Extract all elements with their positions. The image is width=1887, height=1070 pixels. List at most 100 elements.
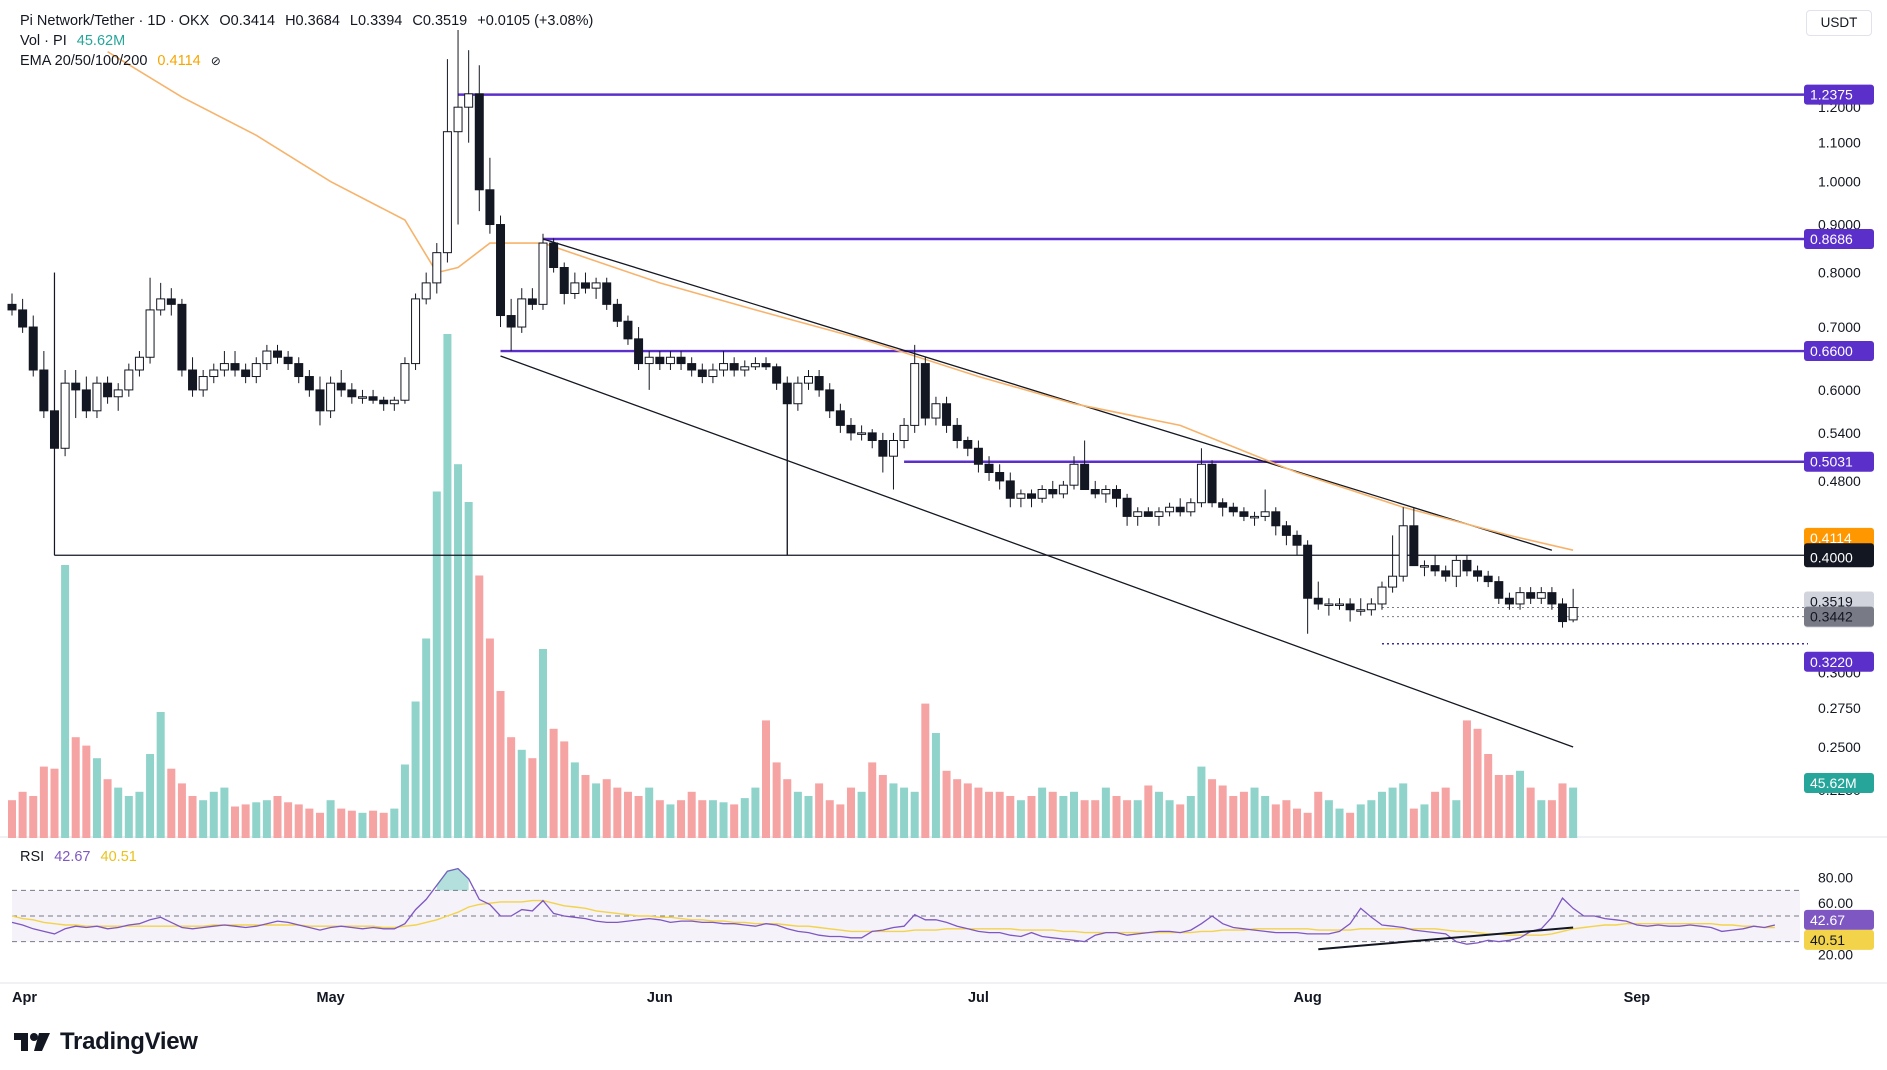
volume-bar [475,575,484,838]
candle-body [1143,511,1153,517]
volume-bar [1569,787,1578,838]
candle-body [389,399,399,405]
time-tick-label: Apr [12,990,37,1006]
rsi-label[interactable]: RSI [20,849,45,865]
candle [1143,507,1153,517]
candle-body [1037,489,1047,499]
candle-body [1058,484,1068,495]
candle [1048,480,1058,499]
volume-badge: 45.62M [1804,773,1874,793]
ohlc-low: L0.3394 [349,13,403,29]
volume-badge-text: 45.62M [1810,775,1857,791]
volume-bar [1048,791,1057,838]
candle-body [973,447,983,465]
volume-bar [8,800,16,838]
candle-body [825,389,835,412]
candle [71,370,81,419]
volume-bar [92,758,101,838]
candle-body [952,424,962,442]
candle [570,272,580,299]
candle [421,272,431,305]
price-tick-label: 0.7000 [1818,319,1861,335]
hidden-eye-icon[interactable]: ⊘ [210,54,221,68]
volume-bar [1218,785,1227,838]
candle [793,376,803,411]
candle [1568,588,1578,623]
candle-body [421,282,431,300]
ema-label[interactable]: EMA 20/50/100/200 [20,53,148,69]
candle [559,262,569,305]
ema-badge-0.4114: 0.4114 [1804,527,1874,548]
candle-body [1218,502,1228,508]
candle [1409,507,1419,567]
candle [612,298,622,328]
volume-bar [1006,796,1015,838]
volume-bar [1229,796,1238,838]
volume-bar [443,334,452,838]
candle-body [1292,534,1302,546]
rsi-line [11,867,1776,945]
volume-bar [1027,796,1036,838]
volume-bar [889,783,898,838]
candle-body [1356,609,1366,612]
candle [1207,460,1217,508]
candle-body [60,382,70,449]
volume-bar [156,712,165,838]
volume-bar [613,787,622,838]
candle [1016,489,1026,508]
volume-label[interactable]: Vol · PI [20,33,67,49]
candle-body [1313,597,1323,605]
candle-body [878,440,888,457]
volume-bar [740,798,749,838]
candle [814,370,824,397]
candle-body [1388,575,1398,588]
badge-0.3220-text: 0.3220 [1810,654,1853,670]
volume-bar [1123,800,1132,838]
volume-bar [655,800,664,838]
volume-bar [337,808,346,838]
candle [867,429,877,449]
volume-bar [1059,796,1068,838]
candle-body [612,303,622,322]
candle-body [1409,525,1419,567]
candle-body [1122,497,1132,517]
candle [219,351,229,377]
currency-selector[interactable]: USDT [1806,10,1872,36]
rsi-ma-badge-text: 40.51 [1810,932,1845,948]
candle [761,357,771,371]
candle-body [655,356,665,365]
candle-body [580,282,590,289]
candle-body [1090,489,1100,495]
ema-value: 0.4114 [157,53,201,69]
tradingview-brand[interactable]: TradingView [14,1028,198,1056]
price-tick-label: 0.4800 [1818,473,1861,489]
candle-body [134,356,144,371]
volume-bar [708,800,717,838]
volume-bar [177,783,186,838]
candle [623,315,633,345]
candle [740,360,750,377]
candle-body [113,389,123,398]
volume-bar [1377,791,1386,838]
volume-bar [1293,808,1302,838]
candle-body [496,224,506,317]
candle [1101,485,1111,503]
price-tick-label: 1.0000 [1818,174,1861,190]
candle-body [835,410,845,426]
volume-bar [347,810,356,838]
candle [697,363,707,384]
symbol-name[interactable]: Pi Network/Tether · 1D · OKX [20,13,210,29]
rsi-badge: 42.67 [1804,909,1874,930]
level-badge-0.5031-text: 0.5031 [1810,454,1853,470]
volume-bar [539,649,547,838]
volume-bar [1070,791,1078,838]
candle [103,376,113,404]
time-axis: Apr May Jun Jul Aug Sep [12,990,1650,1006]
level-badge-0.4000-text: 0.4000 [1810,549,1853,565]
candle [389,396,399,411]
level-badge-1.2375-text: 1.2375 [1810,87,1853,103]
candle [39,351,49,419]
volume-bar [1016,800,1025,838]
candle [772,363,782,390]
